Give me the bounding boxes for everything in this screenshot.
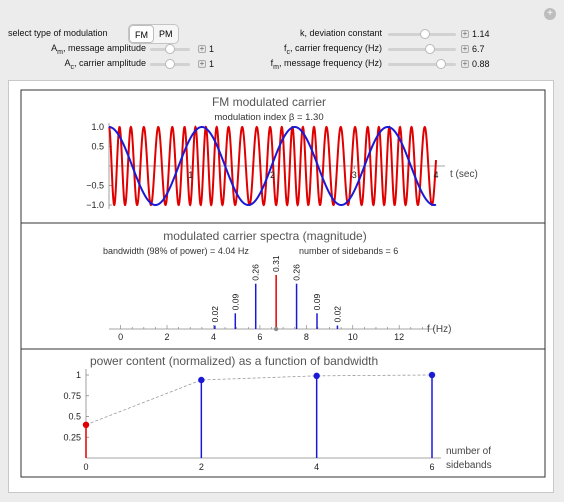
power-x-tick-labels: 0 2 4 6 <box>83 462 434 472</box>
power-point <box>198 376 205 384</box>
x-tick-label: 3 <box>352 170 357 180</box>
fm-subtitle: modulation index β = 1.30 <box>214 112 323 123</box>
x-tick-label: 2 <box>270 170 275 180</box>
y-tick-label: 0.5 <box>91 142 104 152</box>
spectra-x-tick-labels: 0 2 4 6 8 10 12 <box>118 332 404 342</box>
power-title: power content (normalized) as a function… <box>90 354 378 368</box>
message-frequency-value: 0.88 <box>472 59 490 69</box>
power-x-axis-label-line1: number of <box>446 446 491 457</box>
power-x-tick-label: 6 <box>429 462 434 472</box>
fm-option[interactable]: FM <box>129 25 154 43</box>
spectra-bar-label: 0.02 <box>210 306 220 323</box>
spectra-x-axis-label: f (Hz) <box>427 324 451 335</box>
plots-svg: FM modulated carrier modulation index β … <box>20 89 546 478</box>
pm-option[interactable]: PM <box>159 29 173 39</box>
carrier-amplitude-label: Ac, carrier amplitude <box>64 58 146 71</box>
power-x-tick-label: 4 <box>314 462 319 472</box>
expand-icon[interactable]: + <box>461 44 469 53</box>
carrier-marker-dot <box>273 326 279 332</box>
power-y-tick-label: 0.5 <box>68 412 81 422</box>
power-y-tick-label: 1 <box>76 370 81 380</box>
power-y-tick-labels: 1 0.75 0.5 0.25 <box>63 370 81 442</box>
message-frequency-slider[interactable] <box>388 59 456 69</box>
slider-thumb[interactable] <box>420 29 431 39</box>
fm-title: FM modulated carrier <box>212 95 326 109</box>
spectra-x-tick-label: 6 <box>257 332 262 342</box>
power-point <box>428 371 436 379</box>
spectra-x-tick-label: 10 <box>348 332 358 342</box>
spectra-x-tick-label: 12 <box>394 332 404 342</box>
y-tick-label: −1.0 <box>86 200 104 210</box>
expand-icon[interactable]: + <box>198 59 206 68</box>
spectra-x-tick-label: 8 <box>304 332 309 342</box>
power-x-tick-label: 2 <box>199 462 204 472</box>
power-y-tick-label: 0.25 <box>63 432 81 442</box>
fm-y-tick-labels: 1.0 0.5 −0.5 −1.0 <box>86 122 104 210</box>
carrier-amplitude-value: 1 <box>209 59 215 69</box>
deviation-constant-value: 1.14 <box>472 29 490 39</box>
spectra-bars: 0.02 0.09 0.26 0.31 0.26 0.09 0.02 <box>210 255 342 332</box>
power-point <box>82 421 90 428</box>
plot-frame: FM modulated carrier modulation index β … <box>8 80 554 493</box>
message-frequency-label: fm, message frequency (Hz) <box>270 58 382 71</box>
expand-icon[interactable]: + <box>461 59 469 68</box>
y-tick-label: −0.5 <box>86 181 104 191</box>
spectra-x-tick-label: 2 <box>165 332 170 342</box>
x-tick-label: 1 <box>188 170 193 180</box>
spectra-x-tick-label: 0 <box>118 332 123 342</box>
deviation-constant-slider[interactable] <box>388 29 456 39</box>
spectra-bar-label: 0.09 <box>230 294 240 311</box>
power-axes <box>85 369 441 459</box>
slider-thumb[interactable] <box>425 44 436 54</box>
power-trend-line <box>85 374 433 426</box>
slider-thumb[interactable] <box>436 59 447 69</box>
power-x-tick-label: 0 <box>83 462 88 472</box>
message-amplitude-value: 1 <box>209 44 215 54</box>
power-panel-border <box>20 348 546 478</box>
spectra-bar-label: 0.02 <box>332 306 342 323</box>
message-amplitude-label: Am, message amplitude <box>51 43 146 56</box>
spectra-bar-label: 0.09 <box>312 294 322 311</box>
modulation-toggle[interactable]: FM PM <box>128 24 179 44</box>
power-point <box>313 372 320 380</box>
carrier-frequency-value: 6.7 <box>472 44 485 54</box>
spectra-title: modulated carrier spectra (magnitude) <box>163 229 366 243</box>
sidebands-count-label: number of sidebands = 6 <box>299 246 398 256</box>
spectra-bar-label: 0.26 <box>292 264 302 281</box>
bandwidth-label: bandwidth (98% of power) = 4.04 Hz <box>103 246 249 256</box>
slider-thumb[interactable] <box>165 59 175 69</box>
carrier-amplitude-slider[interactable] <box>150 59 190 69</box>
power-points <box>82 371 436 458</box>
power-y-tick-label: 0.75 <box>63 391 81 401</box>
expand-icon[interactable]: + <box>198 44 206 53</box>
message-series-line <box>109 126 437 206</box>
spectra-axis <box>109 325 435 330</box>
x-tick-label: 4 <box>433 170 438 180</box>
power-x-axis-label-line2: sidebands <box>446 460 492 471</box>
carrier-frequency-slider[interactable] <box>388 44 456 54</box>
message-amplitude-slider[interactable] <box>150 44 190 54</box>
spectra-x-tick-label: 4 <box>211 332 216 342</box>
slider-thumb[interactable] <box>165 44 175 54</box>
y-tick-label: 1.0 <box>91 122 104 132</box>
modulation-type-label: select type of modulation <box>8 28 108 38</box>
spectra-bar-label: 0.31 <box>271 255 281 272</box>
deviation-constant-label: k, deviation constant <box>299 28 382 38</box>
fm-x-tick-labels: 1 2 3 4 <box>188 170 438 180</box>
carrier-series-line <box>108 125 437 207</box>
plus-circle-icon[interactable]: + <box>544 8 556 20</box>
fm-x-axis-label: t (sec) <box>450 169 478 180</box>
spectra-bar-label: 0.26 <box>251 264 261 281</box>
carrier-frequency-label: fc, carrier frequency (Hz) <box>283 43 382 56</box>
expand-icon[interactable]: + <box>461 29 469 38</box>
